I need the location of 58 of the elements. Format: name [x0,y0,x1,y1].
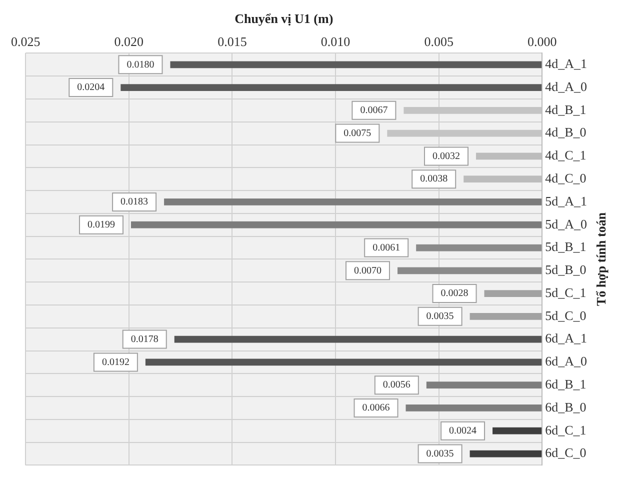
bar [145,358,542,366]
y-tick-label: 5d_A_1 [545,193,587,208]
data-label: 0.0192 [102,356,130,368]
y-tick-label: 6d_A_1 [545,330,587,346]
y-tick-label: 5d_B_0 [545,262,586,278]
y-tick-label: 6d_B_0 [545,399,586,414]
y-tick-label: 6d_C_1 [545,422,586,438]
x-tick-label: 0.025 [11,34,40,49]
bar [164,198,542,206]
bar [416,244,542,252]
y-tick-label: 6d_A_0 [545,354,587,369]
data-label: 0.0180 [126,59,154,70]
y-tick-label: 4d_C_0 [545,170,586,186]
x-tick-label: 0.020 [114,34,144,49]
x-tick-label: 0.015 [218,34,247,49]
y-tick-label: 5d_A_0 [545,216,587,232]
bar [406,404,542,412]
data-label: 0.0204 [77,82,105,94]
data-label: 0.0056 [382,380,410,391]
bar [470,312,542,320]
x-tick-label: 0.010 [320,34,350,49]
bar [174,336,542,343]
y-tick-label: 6d_C_0 [545,445,586,460]
data-label: 0.0028 [440,288,468,300]
data-label: 0.0024 [449,425,477,436]
data-label: 0.0075 [344,128,372,139]
x-axis-title: Chuyển vị U1 (m) [234,11,334,26]
bar [120,84,542,91]
data-label: 0.0183 [120,196,148,208]
data-label: 0.0035 [426,311,454,322]
bar [426,382,542,389]
bar [470,450,542,458]
y-tick-label: 4d_B_1 [545,102,586,117]
data-label: 0.0032 [432,150,460,162]
y-tick-label: 4d_B_0 [545,124,586,140]
y-axis-title: Tổ hợp tính toán [593,212,608,306]
data-label: 0.0038 [420,174,448,185]
data-label: 0.0067 [360,105,388,116]
data-label: 0.0178 [130,334,158,345]
x-tick-label: 0.005 [424,34,454,49]
bar [484,290,542,297]
data-label: 0.0070 [354,265,382,276]
data-label: 0.0035 [426,448,454,460]
x-tick-label: 0.000 [527,34,557,49]
y-tick-label: 4d_A_0 [545,78,587,94]
y-tick-label: 4d_C_1 [545,148,586,163]
bar [130,221,542,228]
data-label: 0.0066 [362,402,390,414]
y-tick-label: 6d_B_1 [545,376,586,392]
y-tick-label: 4d_A_1 [545,56,587,72]
bar [492,427,542,434]
y-tick-label: 5d_C_0 [545,308,586,323]
data-label: 0.0199 [87,219,115,230]
y-tick-label: 5d_B_1 [545,239,586,254]
bar [170,61,542,68]
y-tick-label: 5d_C_1 [545,284,586,300]
bar [397,267,542,274]
data-label: 0.0061 [372,242,400,254]
